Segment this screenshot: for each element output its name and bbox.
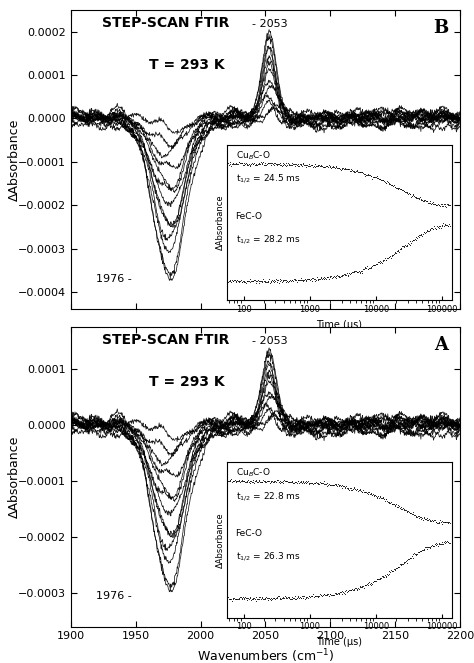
Text: - 2053: - 2053 [253, 336, 288, 346]
Y-axis label: ΔAbsorbance: ΔAbsorbance [8, 436, 20, 518]
Y-axis label: ΔAbsorbance: ΔAbsorbance [8, 119, 20, 201]
Text: 1976 -: 1976 - [96, 591, 131, 601]
Text: 1976 -: 1976 - [96, 274, 131, 284]
Text: A: A [434, 336, 448, 354]
Text: T = 293 K: T = 293 K [149, 375, 225, 389]
Text: T = 293 K: T = 293 K [149, 58, 225, 72]
Text: STEP-SCAN FTIR: STEP-SCAN FTIR [102, 333, 229, 347]
Text: STEP-SCAN FTIR: STEP-SCAN FTIR [102, 16, 229, 30]
Text: B: B [433, 19, 448, 37]
Text: - 2053: - 2053 [253, 19, 288, 29]
X-axis label: Wavenumbers (cm$^{-1}$): Wavenumbers (cm$^{-1}$) [197, 647, 334, 663]
